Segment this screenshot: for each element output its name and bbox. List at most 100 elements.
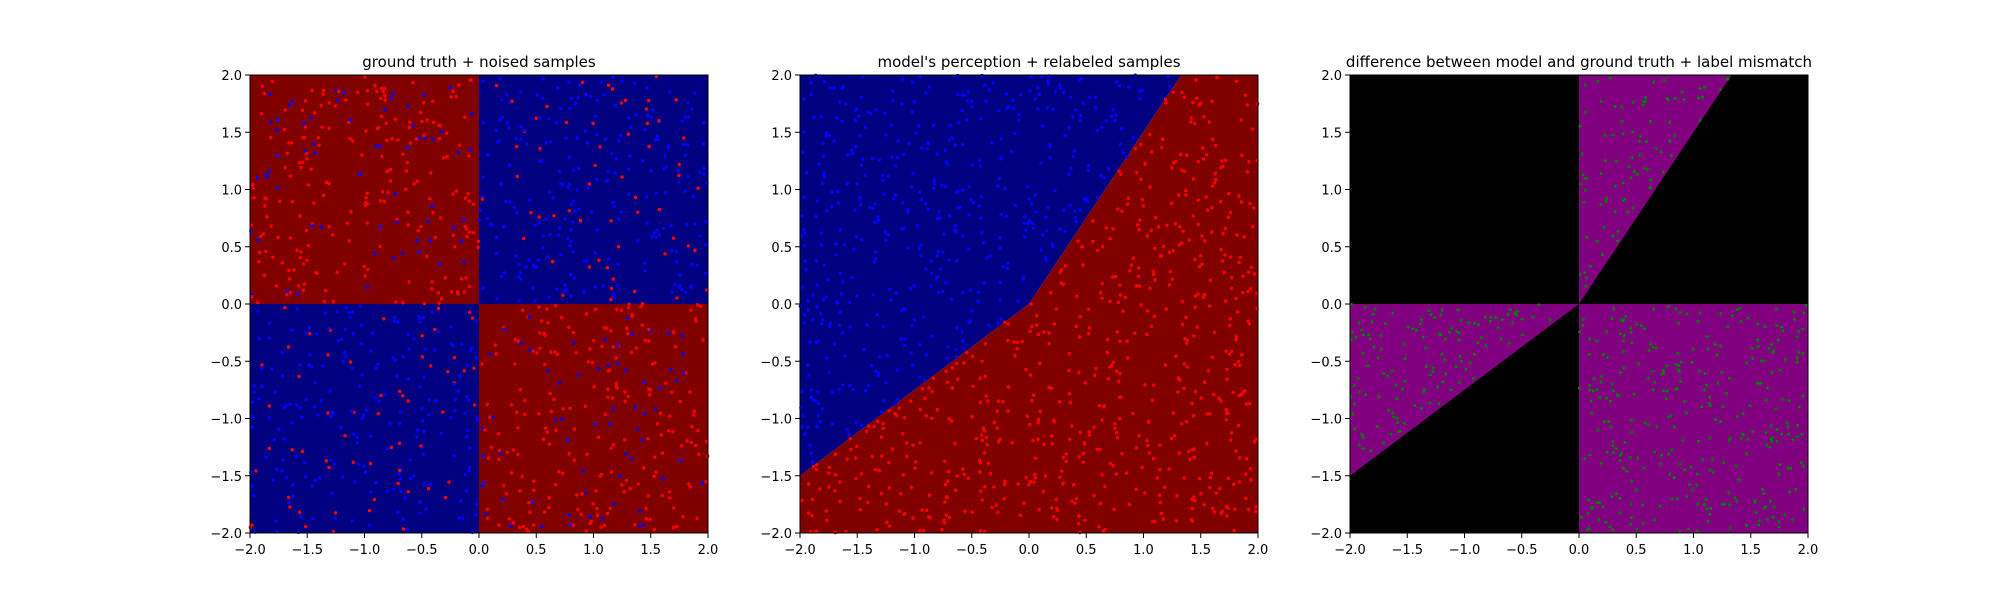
data-point-red — [1228, 438, 1233, 442]
data-point-red — [670, 390, 674, 394]
data-point-mismatch — [1795, 435, 1799, 439]
data-point-mismatch — [1718, 344, 1722, 348]
data-point-blue — [816, 401, 821, 406]
data-point-mismatch — [1695, 483, 1699, 487]
data-point-mismatch — [1596, 428, 1600, 432]
data-point-blue — [438, 262, 443, 266]
data-point-blue — [303, 149, 307, 153]
data-point-red — [947, 515, 952, 520]
data-point-mismatch — [1759, 381, 1763, 385]
data-point-red — [1006, 409, 1010, 413]
data-point-blue — [910, 110, 914, 114]
data-point-blue — [418, 320, 422, 324]
data-point-blue — [1006, 106, 1010, 110]
data-point-blue — [1030, 221, 1035, 225]
data-point-mismatch — [1366, 333, 1370, 337]
data-point-red — [827, 471, 831, 475]
data-point-blue — [481, 79, 485, 84]
data-point-red — [677, 162, 681, 167]
data-point-blue — [373, 251, 377, 256]
data-point-red — [462, 369, 467, 373]
data-point-red — [298, 255, 302, 260]
data-point-red — [1010, 440, 1014, 445]
data-point-blue — [628, 125, 633, 129]
data-point-blue — [915, 223, 920, 228]
data-point-red — [1240, 153, 1244, 158]
data-point-red — [1036, 421, 1040, 425]
data-point-mismatch — [1351, 412, 1355, 416]
data-point-red — [899, 492, 903, 496]
data-point-mismatch — [1768, 445, 1772, 449]
data-point-mismatch — [1444, 372, 1448, 376]
data-point-red — [437, 301, 441, 305]
data-point-red — [1198, 254, 1203, 258]
data-point-blue — [625, 316, 630, 321]
data-point-red — [363, 274, 367, 278]
data-point-blue — [943, 184, 948, 189]
data-point-blue — [643, 411, 647, 416]
data-point-blue — [428, 238, 433, 243]
data-point-blue — [821, 154, 826, 159]
data-point-blue — [328, 415, 333, 419]
data-point-red — [513, 337, 517, 342]
data-point-mismatch — [1458, 354, 1462, 358]
data-point-mismatch — [1745, 452, 1749, 456]
data-point-red — [308, 332, 312, 336]
data-point-red — [890, 447, 895, 451]
data-point-mismatch — [1667, 120, 1671, 124]
data-point-red — [452, 356, 457, 360]
data-point-blue — [491, 415, 495, 419]
data-point-blue — [300, 415, 304, 420]
data-point-blue — [330, 412, 335, 417]
data-point-blue — [612, 292, 616, 296]
data-point-blue — [500, 98, 504, 102]
data-point-mismatch — [1488, 319, 1492, 323]
data-point-red — [583, 404, 588, 408]
data-point-mismatch — [1668, 472, 1672, 476]
data-point-red — [1031, 438, 1035, 443]
data-point-blue — [850, 275, 854, 280]
x-tick-label: −2.0 — [234, 543, 266, 558]
data-point-blue — [611, 75, 615, 79]
data-point-mismatch — [1702, 85, 1706, 89]
data-point-blue — [336, 338, 341, 343]
data-point-red — [321, 193, 326, 198]
data-point-blue — [288, 402, 292, 406]
data-point-red — [654, 470, 658, 474]
data-point-red — [1250, 127, 1255, 131]
data-point-red — [511, 521, 515, 525]
data-point-blue — [365, 285, 370, 290]
data-point-blue — [916, 124, 921, 128]
data-point-blue — [1077, 78, 1081, 83]
data-point-red — [696, 428, 700, 433]
data-point-blue — [509, 524, 513, 529]
data-point-red — [1177, 243, 1182, 247]
data-point-blue — [863, 173, 867, 178]
data-point-red — [290, 199, 295, 204]
data-point-red — [1183, 336, 1187, 341]
data-point-blue — [299, 514, 303, 519]
data-point-red — [1241, 274, 1245, 278]
data-point-mismatch — [1751, 356, 1755, 360]
data-point-red — [1199, 396, 1203, 400]
data-point-mismatch — [1778, 368, 1782, 372]
data-point-red — [1003, 320, 1007, 324]
data-point-mismatch — [1654, 346, 1658, 350]
data-point-red — [1174, 159, 1178, 164]
data-point-blue — [415, 428, 420, 432]
data-point-red — [643, 338, 647, 343]
data-point-blue — [420, 418, 425, 423]
data-point-red — [532, 479, 536, 483]
data-point-red — [441, 156, 446, 160]
data-point-blue — [465, 395, 469, 399]
data-point-red — [418, 110, 423, 115]
data-point-red — [982, 429, 987, 433]
data-point-mismatch — [1609, 425, 1613, 429]
data-point-blue — [1005, 266, 1010, 271]
data-point-red — [897, 406, 902, 410]
data-point-red — [633, 195, 638, 200]
data-point-blue — [996, 321, 1000, 325]
data-point-blue — [452, 453, 456, 458]
data-point-blue — [361, 413, 366, 417]
data-point-red — [1083, 381, 1088, 385]
